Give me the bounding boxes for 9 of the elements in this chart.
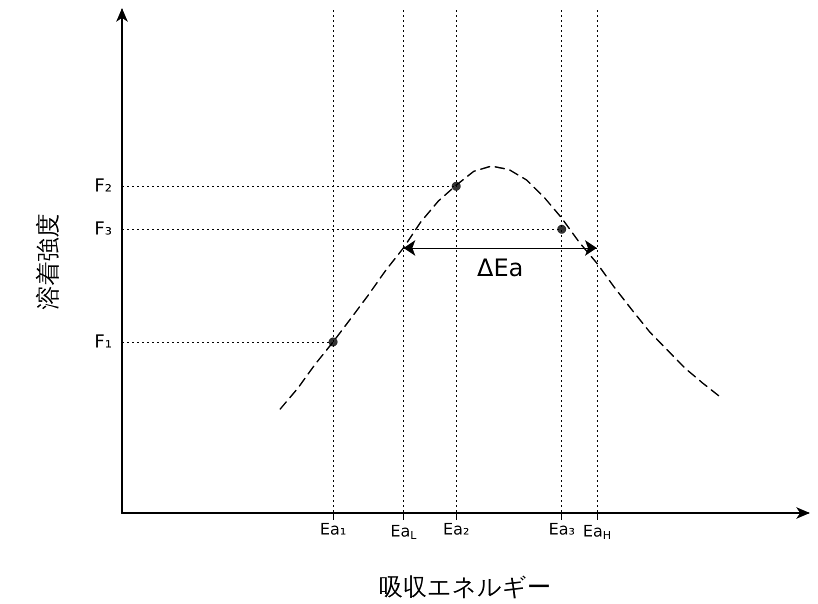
x-axis-title: 吸収エネルギー [379, 573, 551, 601]
annotation: F₂ [94, 176, 112, 197]
x-tick-label: Ea₂ [443, 520, 470, 538]
annotation: F₁ [94, 331, 112, 352]
y-axis-title: 溶着強度 [34, 214, 62, 310]
annotation: ΔEa [477, 254, 524, 282]
annotation: F₃ [94, 218, 112, 240]
x-tick-label: Ea₁ [320, 520, 346, 538]
x-tick-label: Ea₃ [548, 520, 575, 538]
